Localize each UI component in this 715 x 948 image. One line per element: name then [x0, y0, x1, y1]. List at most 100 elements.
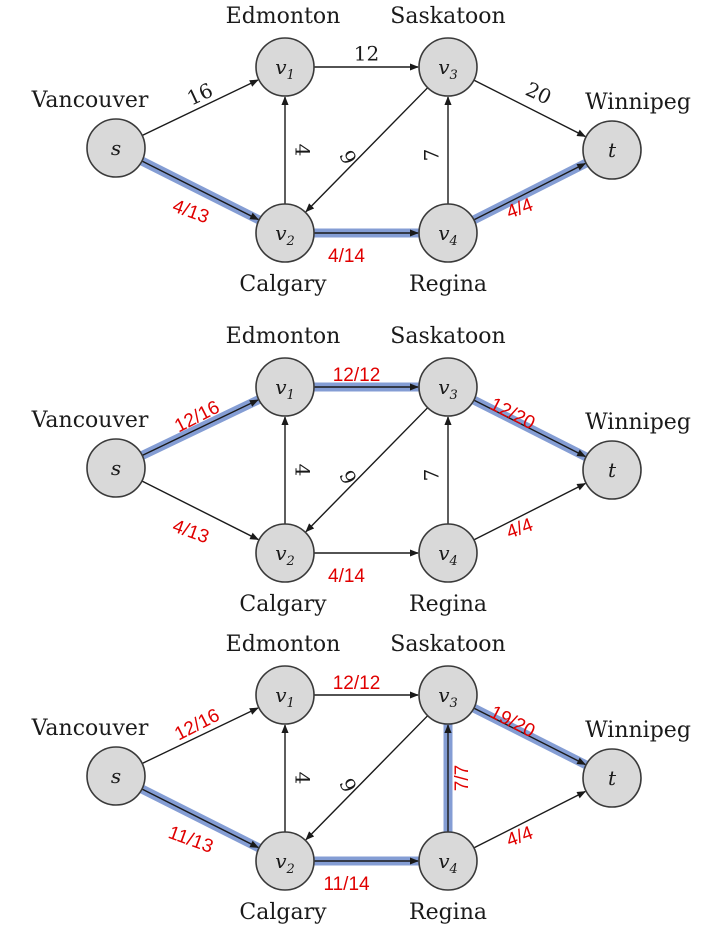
city-name-v1: Edmonton	[226, 4, 341, 29]
node-label-v3: v3	[438, 683, 458, 711]
node-label-s: s	[111, 764, 121, 788]
city-name-v1: Edmonton	[226, 324, 341, 349]
city-name-v4: Regina	[409, 900, 487, 925]
node-t: t Winnipeg	[582, 410, 691, 500]
node-circle-v3	[418, 665, 478, 725]
node-v2: v2 Calgary	[239, 203, 327, 297]
capacity-label-v4-v3: 7	[420, 149, 444, 162]
flow-label-v2-v4: 11/14	[323, 874, 370, 895]
city-name-s: Vancouver	[31, 408, 149, 433]
capacity-label-v3-t: 20	[522, 77, 555, 110]
city-name-v3: Saskatoon	[390, 632, 505, 657]
capacity-label-v2-v1: 4	[291, 144, 315, 157]
node-circle-v3	[418, 357, 478, 417]
node-label-v4: v4	[438, 221, 458, 249]
city-name-t: Winnipeg	[585, 718, 691, 743]
node-v3: v3 Saskatoon	[390, 4, 506, 97]
node-v2: v2 Calgary	[239, 831, 327, 925]
flow-label-s-v2: 4/13	[170, 516, 212, 548]
edge-labels: 12/16 11/13 12/12 4 9 11/14 7/7 19/20 4/4	[165, 673, 538, 895]
node-circle-v1	[255, 37, 315, 97]
city-name-s: Vancouver	[31, 88, 149, 113]
city-name-v4: Regina	[409, 592, 487, 617]
node-label-s: s	[111, 136, 121, 160]
flow-label-v4-v3: 7/7	[452, 765, 473, 791]
edge-s-v2	[141, 160, 260, 221]
node-label-v4: v4	[438, 541, 458, 569]
flow-label-v3-t: 19/20	[486, 702, 538, 742]
node-circle-v4	[418, 203, 478, 263]
capacity-label-v1-v3: 12	[354, 42, 379, 66]
edge-v3-t	[473, 399, 587, 458]
flow-label-v4-t: 4/4	[504, 823, 536, 852]
node-circle-t	[582, 748, 642, 808]
nodes: s Vancouver v1 Edmonton v3 Saskatoon t Winnipeg…	[31, 324, 691, 617]
node-circle-v1	[255, 665, 315, 725]
flow-label-v2-v4: 4/14	[328, 566, 365, 587]
node-circle-v3	[418, 37, 478, 97]
edge-s-v1	[141, 707, 259, 765]
node-label-v1: v1	[275, 683, 295, 711]
node-circle-t	[582, 440, 642, 500]
edge-v3-t	[473, 707, 587, 766]
nodes: s Vancouver v1 Edmonton v3 Saskatoon t Winnipeg…	[31, 4, 691, 297]
node-t: t Winnipeg	[582, 90, 691, 180]
edge-s-v2	[141, 480, 260, 541]
node-circle-s	[86, 746, 146, 806]
node-circle-v2	[255, 523, 315, 583]
node-v3: v3 Saskatoon	[390, 324, 506, 417]
network-panel-3: 12/16 11/13 12/12 4 9 11/14 7/7 19/20 4/4 s Vancou…	[31, 632, 691, 925]
node-circle-s	[86, 118, 146, 178]
flow-label-v4-t: 4/4	[504, 515, 536, 544]
capacity-label-v3-v2: 9	[334, 775, 361, 797]
edge-v4-t	[473, 790, 587, 849]
edge-v4-t	[473, 162, 587, 221]
node-label-v2: v2	[275, 541, 295, 569]
flow-label-s-v2: 4/13	[170, 196, 212, 228]
node-label-t: t	[608, 766, 617, 790]
node-circle-t	[582, 120, 642, 180]
flow-label-s-v2: 11/13	[165, 822, 216, 858]
node-label-v4: v4	[438, 849, 458, 877]
node-label-v3: v3	[438, 55, 458, 83]
capacity-label-v3-v2: 9	[334, 147, 361, 169]
city-name-v1: Edmonton	[226, 632, 341, 657]
node-v4: v4 Regina	[409, 523, 487, 617]
node-circle-v4	[418, 831, 478, 891]
node-label-t: t	[608, 138, 617, 162]
edges	[141, 383, 587, 557]
city-name-t: Winnipeg	[585, 410, 691, 435]
node-label-v2: v2	[275, 221, 295, 249]
node-t: t Winnipeg	[582, 718, 691, 808]
node-v2: v2 Calgary	[239, 523, 327, 617]
node-circle-s	[86, 438, 146, 498]
flow-label-v3-t: 12/20	[486, 394, 538, 434]
city-name-v2: Calgary	[239, 592, 327, 617]
node-circle-v2	[255, 203, 315, 263]
node-circle-v1	[255, 357, 315, 417]
city-name-v4: Regina	[409, 272, 487, 297]
node-v1: v1 Edmonton	[226, 4, 341, 97]
flow-label-s-v1: 12/16	[171, 705, 223, 745]
node-label-v1: v1	[275, 375, 295, 403]
city-name-v2: Calgary	[239, 900, 327, 925]
node-label-v1: v1	[275, 55, 295, 83]
node-label-s: s	[111, 456, 121, 480]
capacity-label-v2-v1: 4	[291, 464, 315, 477]
node-circle-v4	[418, 523, 478, 583]
edges	[141, 63, 587, 237]
node-v4: v4 Regina	[409, 831, 487, 925]
capacity-label-v2-v1: 4	[291, 772, 315, 785]
edge-v3-v2	[305, 715, 429, 841]
node-v1: v1 Edmonton	[226, 324, 341, 417]
node-s: s Vancouver	[31, 408, 149, 498]
city-name-v3: Saskatoon	[390, 324, 505, 349]
edges	[141, 691, 587, 865]
edge-s-v2	[141, 788, 260, 849]
edge-v3-t	[473, 79, 587, 138]
city-name-t: Winnipeg	[585, 90, 691, 115]
node-v1: v1 Edmonton	[226, 632, 341, 725]
